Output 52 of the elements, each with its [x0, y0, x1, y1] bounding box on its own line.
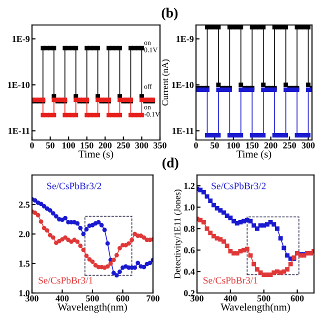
x-tick-label: 400 [224, 295, 237, 302]
x-tick-label: 150 [246, 142, 259, 148]
x-tick-label: 700 [146, 295, 160, 302]
x-tick-label: 250 [117, 142, 130, 148]
y-tick-label: 1.5 [19, 260, 30, 267]
y-axis-title: Detectivity/1E11 (Jones) [174, 190, 182, 279]
chart-title: (d) [162, 158, 178, 170]
x-tick-label: 200 [98, 142, 112, 148]
x-axis-title: Time (s) [236, 150, 272, 160]
x-tick-label: 500 [257, 295, 270, 302]
y-tick-label: 0.8 [184, 226, 195, 232]
x-tick-label: 100 [227, 142, 240, 148]
y-tick-label: 1E-10 [172, 82, 194, 88]
x-tick-label: 200 [264, 142, 278, 148]
y-tick-label: 0.6 [184, 247, 195, 254]
x-axis-title: Time (s) [78, 150, 114, 160]
x-tick-label: 500 [86, 295, 99, 302]
y-tick-label: 1.0 [19, 290, 30, 296]
y-tick-label: 0.2 [184, 290, 195, 296]
x-tick-label: 100 [62, 142, 75, 148]
x-tick-label: 400 [56, 295, 69, 302]
x-axis-title: Wavelength(nm) [220, 303, 290, 313]
y-tick-label: 1.2 [184, 182, 195, 189]
chart-title: (b) [162, 8, 178, 20]
x-tick-label: 300 [26, 295, 38, 302]
series-label: Se/CsPbBr3/1 [38, 276, 93, 284]
y-tick-label: 0.4 [184, 268, 195, 275]
y-tick-label: 1E-10 [8, 82, 30, 88]
y-tick-label: 1E-9 [12, 36, 30, 42]
y-tick-label: 1E-11 [8, 128, 30, 134]
y-axis-title: Current (nA) [162, 59, 170, 106]
x-tick-label: 0 [30, 142, 34, 148]
x-tick-label: 350 [154, 142, 166, 148]
x-tick-label: 600 [290, 295, 304, 302]
series-label: Se/CsPbBr3/1 [204, 276, 258, 284]
x-tick-label: 150 [80, 142, 94, 148]
x-tick-label: 0 [194, 142, 198, 148]
y-tick-label: 1E-9 [176, 36, 194, 42]
series-label: Se/CsPbBr3/2 [47, 182, 102, 190]
y-tick-label: 1.0 [184, 204, 195, 210]
series-label: Se/CsPbBr3/2 [212, 182, 266, 190]
x-tick-label: 50 [210, 142, 219, 148]
y-tick-label: 2.5 [19, 202, 30, 208]
y-tick-label: 2.0 [19, 231, 30, 238]
x-tick-label: 300 [302, 142, 315, 148]
x-tick-label: 300 [190, 295, 204, 302]
x-tick-label: 300 [135, 142, 148, 148]
x-tick-label: 50 [46, 142, 54, 148]
y-tick-label: 1E-11 [172, 128, 194, 134]
x-axis-title: Wavelength(nm) [58, 303, 127, 313]
x-tick-label: 600 [116, 295, 130, 302]
x-tick-label: 250 [283, 142, 296, 148]
